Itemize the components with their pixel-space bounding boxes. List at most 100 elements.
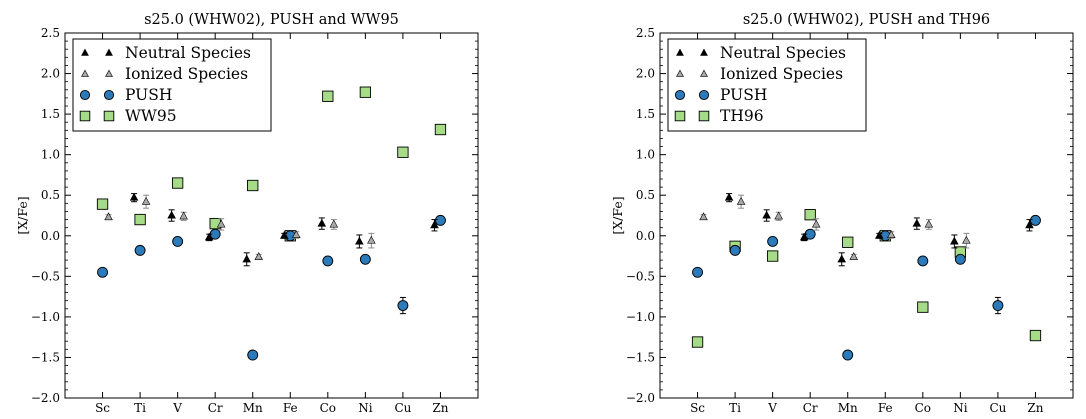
legend-label: Ionized Species xyxy=(720,65,843,83)
legend-marker xyxy=(79,89,91,101)
legend-marker xyxy=(79,110,91,122)
data-point xyxy=(141,196,151,205)
y-tick-label: 1.5 xyxy=(41,107,60,121)
y-tick-label: 0.5 xyxy=(636,188,655,202)
data-point xyxy=(962,235,971,244)
data-point xyxy=(435,214,446,226)
data-point xyxy=(171,177,184,189)
data-point xyxy=(317,218,327,227)
x-tick-label: Fe xyxy=(878,401,893,415)
data-point xyxy=(430,220,439,229)
data-point xyxy=(799,232,809,241)
data-point xyxy=(1030,214,1041,226)
series-push xyxy=(692,214,1041,361)
plot-frame xyxy=(659,32,1074,399)
y-tick-label: 2.5 xyxy=(636,26,655,40)
y-tick-label: −0.5 xyxy=(31,269,60,283)
legend-label: Neutral Species xyxy=(720,44,846,62)
data-point xyxy=(842,236,854,248)
data-point xyxy=(849,252,859,260)
legend-marker xyxy=(103,110,115,122)
y-tick-label: 0.5 xyxy=(41,188,60,202)
y-axis-label: [X/Fe] xyxy=(610,196,625,234)
data-point xyxy=(729,244,741,256)
data-point xyxy=(917,255,929,267)
y-tick-label: −2.0 xyxy=(626,391,655,405)
legend-label: WW95 xyxy=(125,107,177,125)
x-tick-label: Cr xyxy=(803,401,818,415)
data-point xyxy=(804,209,816,221)
chart-title: s25.0 (WHW02), PUSH and TH96 xyxy=(743,12,990,28)
legend-label: Neutral Species xyxy=(125,44,251,62)
legend-marker xyxy=(105,69,113,77)
legend-marker xyxy=(81,69,89,77)
y-tick-label: 0.0 xyxy=(41,229,60,243)
legend-label: PUSH xyxy=(720,86,767,104)
y-tick-label: −1.5 xyxy=(31,350,60,364)
data-point xyxy=(172,236,184,247)
data-point xyxy=(762,210,771,219)
y-tick-label: 2.5 xyxy=(41,26,60,40)
data-point xyxy=(129,192,139,201)
x-tick-label: Cu xyxy=(989,401,1006,415)
data-point xyxy=(692,266,703,278)
data-point xyxy=(724,192,734,201)
plot-frame xyxy=(64,32,479,399)
data-point xyxy=(329,219,339,228)
data-point xyxy=(874,230,884,239)
legend-marker xyxy=(676,69,684,77)
data-point xyxy=(291,230,301,238)
data-point xyxy=(774,211,783,220)
data-point xyxy=(96,198,109,210)
x-tick-label: Sc xyxy=(95,401,110,415)
chart-panel-1: s25.0 (WHW02), PUSH and WW95 [X/Fe] −2.0 −1… xyxy=(15,12,479,415)
data-point xyxy=(359,86,372,98)
data-point xyxy=(912,218,922,227)
x-tick-label: Cu xyxy=(394,401,411,415)
data-point xyxy=(691,336,704,348)
y-tick-label: −2.0 xyxy=(31,391,60,405)
data-point xyxy=(397,300,409,311)
x-tick-label: Co xyxy=(915,401,931,415)
x-tick-label: Zn xyxy=(1027,401,1043,415)
data-point xyxy=(1029,329,1042,342)
data-point xyxy=(355,236,364,245)
data-point xyxy=(322,90,334,102)
x-tick-label: Zn xyxy=(432,401,448,415)
x-tick-label: Mn xyxy=(838,401,858,415)
data-point xyxy=(992,300,1004,311)
y-tick-label: −1.0 xyxy=(626,310,655,324)
legend-marker xyxy=(698,89,710,101)
data-point xyxy=(397,146,409,158)
data-point xyxy=(279,230,289,239)
x-tick-label: Ti xyxy=(134,401,146,415)
data-point xyxy=(179,211,188,220)
x-tick-label: Ni xyxy=(358,401,373,415)
chart-panel-2: s25.0 (WHW02), PUSH and TH96 [X/Fe] −2.0 −1… xyxy=(610,12,1074,415)
x-tick-label: Ti xyxy=(729,401,741,415)
legend-label: Ionized Species xyxy=(125,65,248,83)
x-tick-label: V xyxy=(767,401,777,415)
data-point xyxy=(254,252,264,260)
x-tick-label: Cr xyxy=(208,401,223,415)
x-tick-label: Fe xyxy=(283,401,298,415)
data-point xyxy=(767,236,779,247)
data-point xyxy=(950,236,959,245)
legend-marker xyxy=(103,89,115,101)
series-ionized-species xyxy=(104,194,376,260)
data-point xyxy=(134,213,146,226)
data-point xyxy=(886,230,896,238)
data-point xyxy=(367,235,376,244)
data-point xyxy=(736,196,746,205)
data-point xyxy=(924,219,934,228)
data-point xyxy=(766,250,779,262)
series-ionized-species xyxy=(699,194,971,260)
y-tick-label: 0.0 xyxy=(636,229,655,243)
legend-marker xyxy=(674,110,686,122)
series-push xyxy=(97,214,446,361)
legend-marker xyxy=(700,48,708,56)
y-tick-label: 2.0 xyxy=(41,67,60,81)
y-axis-label: [X/Fe] xyxy=(15,196,30,234)
legend-marker xyxy=(674,89,686,101)
